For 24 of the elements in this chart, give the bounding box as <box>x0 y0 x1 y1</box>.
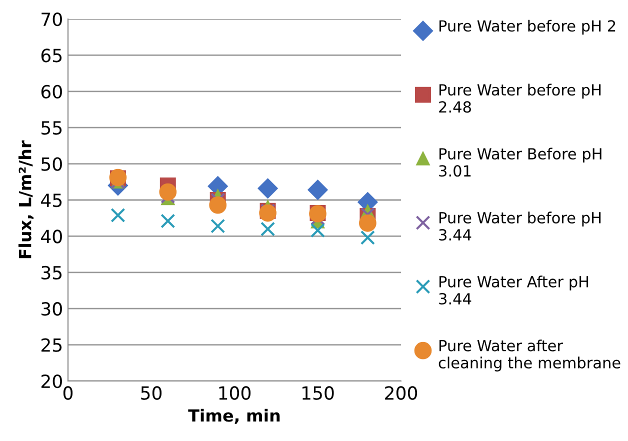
legend-label: Pure Water After pH 3.44 <box>439 276 588 305</box>
legend-label: Pure Water after cleaning the membrane <box>438 340 620 372</box>
x-tick-label: 200 <box>385 386 418 400</box>
y-tick-label: 20 <box>41 374 62 388</box>
y-tick-label: 45 <box>41 194 62 208</box>
x-tick-label: 150 <box>302 386 334 400</box>
y-tick-label: 25 <box>41 338 62 352</box>
legend-label: Pure Water before pH 2 <box>440 20 616 35</box>
y-tick-label: 50 <box>42 157 62 171</box>
legend-label: Pure Water before pH 2.48 <box>439 84 601 113</box>
y-tick-label: 55 <box>42 121 62 135</box>
legend-label: Pure Water before pH 3.44 <box>439 212 601 241</box>
y-tick-label: 40 <box>41 230 62 244</box>
x-tick-label: 100 <box>219 386 251 400</box>
y-tick-label: 65 <box>41 48 62 62</box>
y-axis-title: Flux, L/m²/hr <box>18 140 34 258</box>
y-tick-label: 70 <box>42 12 62 26</box>
legend-label: Pure Water Before pH 3.01 <box>439 148 602 177</box>
x-tick-label: 50 <box>141 386 162 400</box>
x-tick-label: 0 <box>63 386 73 400</box>
x-axis-title: Time, min <box>188 408 280 424</box>
y-tick-label: 60 <box>41 84 62 99</box>
y-tick-label: 30 <box>42 302 62 316</box>
y-tick-label: 35 <box>42 266 62 280</box>
